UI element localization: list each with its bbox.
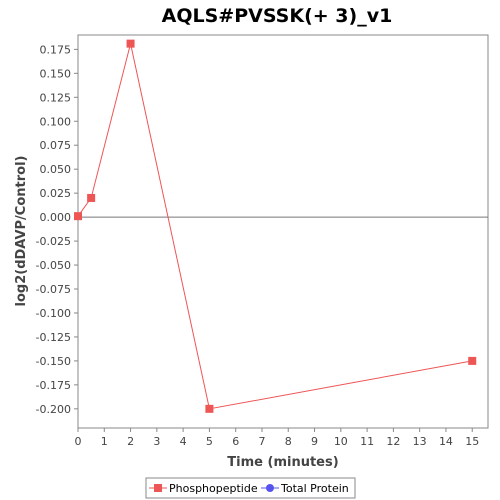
y-tick-label: 0.125 bbox=[40, 91, 72, 104]
x-tick-label: 15 bbox=[465, 435, 479, 448]
y-tick-label: -0.150 bbox=[36, 355, 71, 368]
x-tick-label: 14 bbox=[439, 435, 453, 448]
data-point bbox=[126, 39, 135, 48]
x-tick-label: 12 bbox=[386, 435, 400, 448]
x-tick-label: 3 bbox=[153, 435, 160, 448]
x-tick-label: 8 bbox=[285, 435, 292, 448]
x-axis-label: Time (minutes) bbox=[227, 455, 338, 470]
y-tick-label: 0.025 bbox=[40, 187, 72, 200]
data-point bbox=[74, 212, 82, 221]
legend-label: Total Protein bbox=[280, 482, 349, 495]
x-tick-label: 1 bbox=[101, 435, 108, 448]
legend-circle-marker bbox=[266, 484, 274, 492]
x-tick-label: 4 bbox=[180, 435, 187, 448]
x-tick-label: 6 bbox=[232, 435, 239, 448]
y-tick-label: -0.175 bbox=[36, 379, 71, 392]
y-tick-label: 0.075 bbox=[40, 139, 72, 152]
y-tick-label: 0.175 bbox=[40, 43, 72, 56]
y-tick-label: 0.100 bbox=[40, 115, 72, 128]
legend-item-phosphopeptide: Phosphopeptide bbox=[149, 482, 258, 495]
series-layer bbox=[74, 39, 477, 413]
y-tick-label: -0.050 bbox=[36, 259, 71, 272]
x-tick-label: 7 bbox=[258, 435, 265, 448]
y-tick-label: 0.000 bbox=[40, 211, 72, 224]
y-axis-label: log2(dDAVP/Control) bbox=[14, 156, 29, 307]
chart-title: AQLS#PVSSK(+ 3)_v1 bbox=[162, 5, 393, 27]
legend-label: Phosphopeptide bbox=[169, 482, 258, 495]
data-point bbox=[468, 356, 477, 365]
x-tick-label: 11 bbox=[360, 435, 374, 448]
y-tick-label: -0.125 bbox=[36, 331, 71, 344]
x-tick-label: 0 bbox=[75, 435, 82, 448]
x-tick-label: 2 bbox=[127, 435, 134, 448]
x-tick-label: 5 bbox=[206, 435, 213, 448]
x-tick-label: 13 bbox=[413, 435, 427, 448]
y-axis: 0.175 0.150 0.125 0.100 0.075 0.050 0.025 0.000… bbox=[36, 43, 78, 416]
y-tick-label: -0.100 bbox=[36, 307, 71, 320]
data-point bbox=[87, 193, 96, 202]
legend bbox=[145, 477, 356, 499]
legend-item-total-protein: Total Protein bbox=[261, 482, 349, 495]
legend-square-marker bbox=[154, 484, 162, 492]
x-axis: 0 1 2 3 4 5 6 7 8 9 10 11 12 13 14 15 bbox=[75, 428, 479, 448]
data-point bbox=[205, 404, 214, 413]
y-tick-label: -0.075 bbox=[36, 283, 71, 296]
y-tick-label: -0.200 bbox=[36, 403, 71, 416]
x-tick-label: 10 bbox=[334, 435, 348, 448]
y-tick-label: 0.150 bbox=[40, 67, 72, 80]
x-tick-label: 9 bbox=[311, 435, 318, 448]
y-tick-label: -0.025 bbox=[36, 235, 71, 248]
y-tick-label: 0.050 bbox=[40, 163, 72, 176]
plot-area bbox=[77, 34, 489, 429]
